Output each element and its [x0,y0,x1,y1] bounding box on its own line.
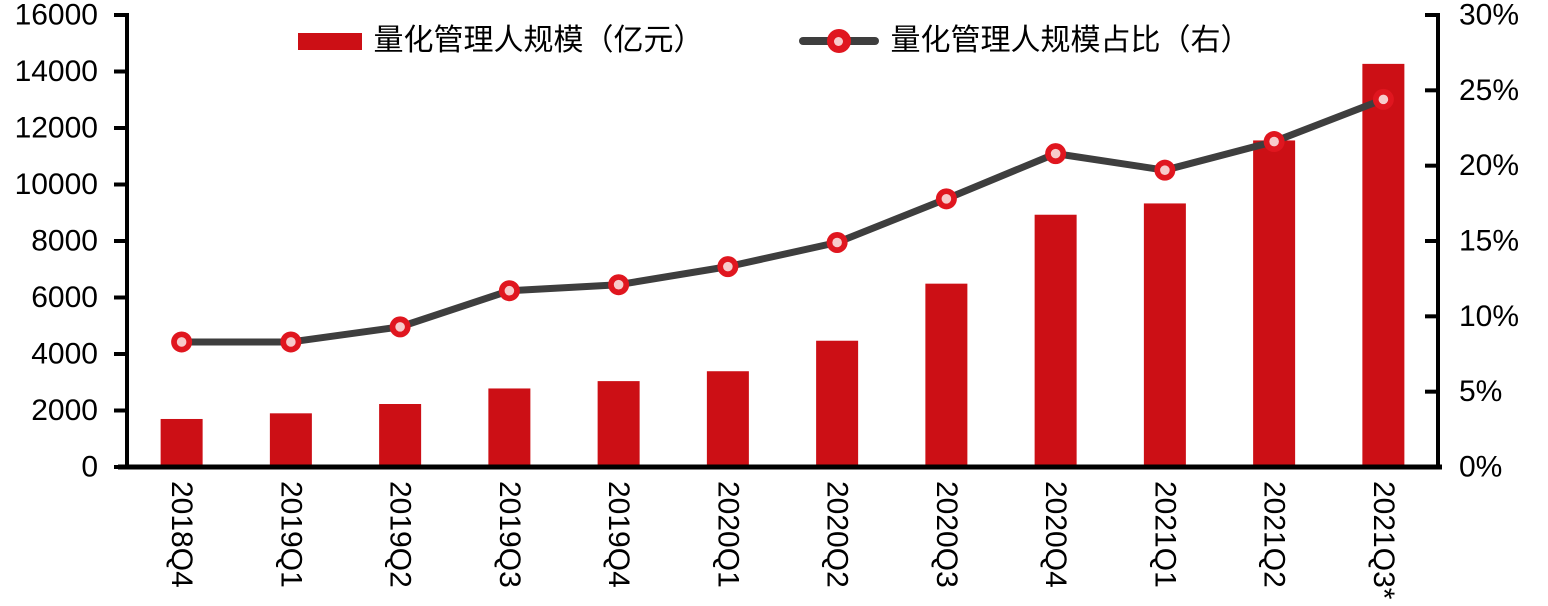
x-category-label: 2020Q4 [1039,481,1072,588]
left-axis-tick-label: 10000 [15,168,98,201]
x-category-label: 2019Q1 [274,481,307,588]
x-category-label: 2018Q4 [165,481,198,588]
bar [597,381,640,467]
bar [1143,203,1186,468]
line-marker-center [176,337,187,347]
line-marker-center [1050,148,1061,159]
bar [816,340,859,467]
left-axis-tick-label: 6000 [31,281,98,314]
bar [269,413,312,467]
bar [160,418,203,467]
left-axis-tick-label: 0 [81,451,98,484]
left-axis-tick-label: 8000 [31,225,98,258]
bar [1362,63,1405,468]
x-category-label: 2020Q1 [711,481,744,588]
line-marker-center [395,322,405,332]
right-axis-tick-label: 5% [1459,375,1502,408]
x-category-label: 2019Q2 [384,481,417,588]
bar [488,388,531,467]
x-category-label: 2021Q1 [1148,481,1181,588]
left-axis-tick-label: 12000 [15,112,98,145]
right-axis-tick-label: 15% [1459,225,1519,258]
bar [706,371,749,467]
x-category-label: 2021Q2 [1258,481,1291,588]
bar [1034,214,1077,467]
x-category-label: 2020Q2 [821,481,854,588]
line-marker-center [723,261,733,272]
right-axis-tick-label: 25% [1459,74,1519,107]
line-marker-center [832,237,842,248]
line-marker-center [286,337,296,347]
right-axis-tick-label: 30% [1459,0,1519,32]
x-category-label: 2019Q4 [602,481,635,588]
line-marker-center [1269,136,1279,147]
line-marker-center [1160,165,1170,175]
x-category-label: 2019Q3 [493,481,526,588]
line-marker-center [1378,94,1389,105]
line-marker-center [504,285,515,296]
bar [1253,140,1296,467]
line-marker-center [941,194,952,204]
left-axis-tick-label: 14000 [15,55,98,88]
left-axis-tick-label: 4000 [31,338,98,371]
right-axis-tick-label: 10% [1459,300,1519,333]
bar [379,404,422,467]
trend-line [178,95,1387,346]
right-axis-tick-label: 20% [1459,149,1519,182]
left-axis-tick-label: 16000 [15,0,98,32]
bar [925,283,968,467]
right-axis-tick-label: 0% [1459,451,1502,484]
x-category-label: 2020Q3 [930,481,963,588]
left-axis-tick-label: 2000 [31,394,98,427]
line-marker-center [613,279,624,290]
x-category-label: 2021Q3* [1367,481,1400,600]
